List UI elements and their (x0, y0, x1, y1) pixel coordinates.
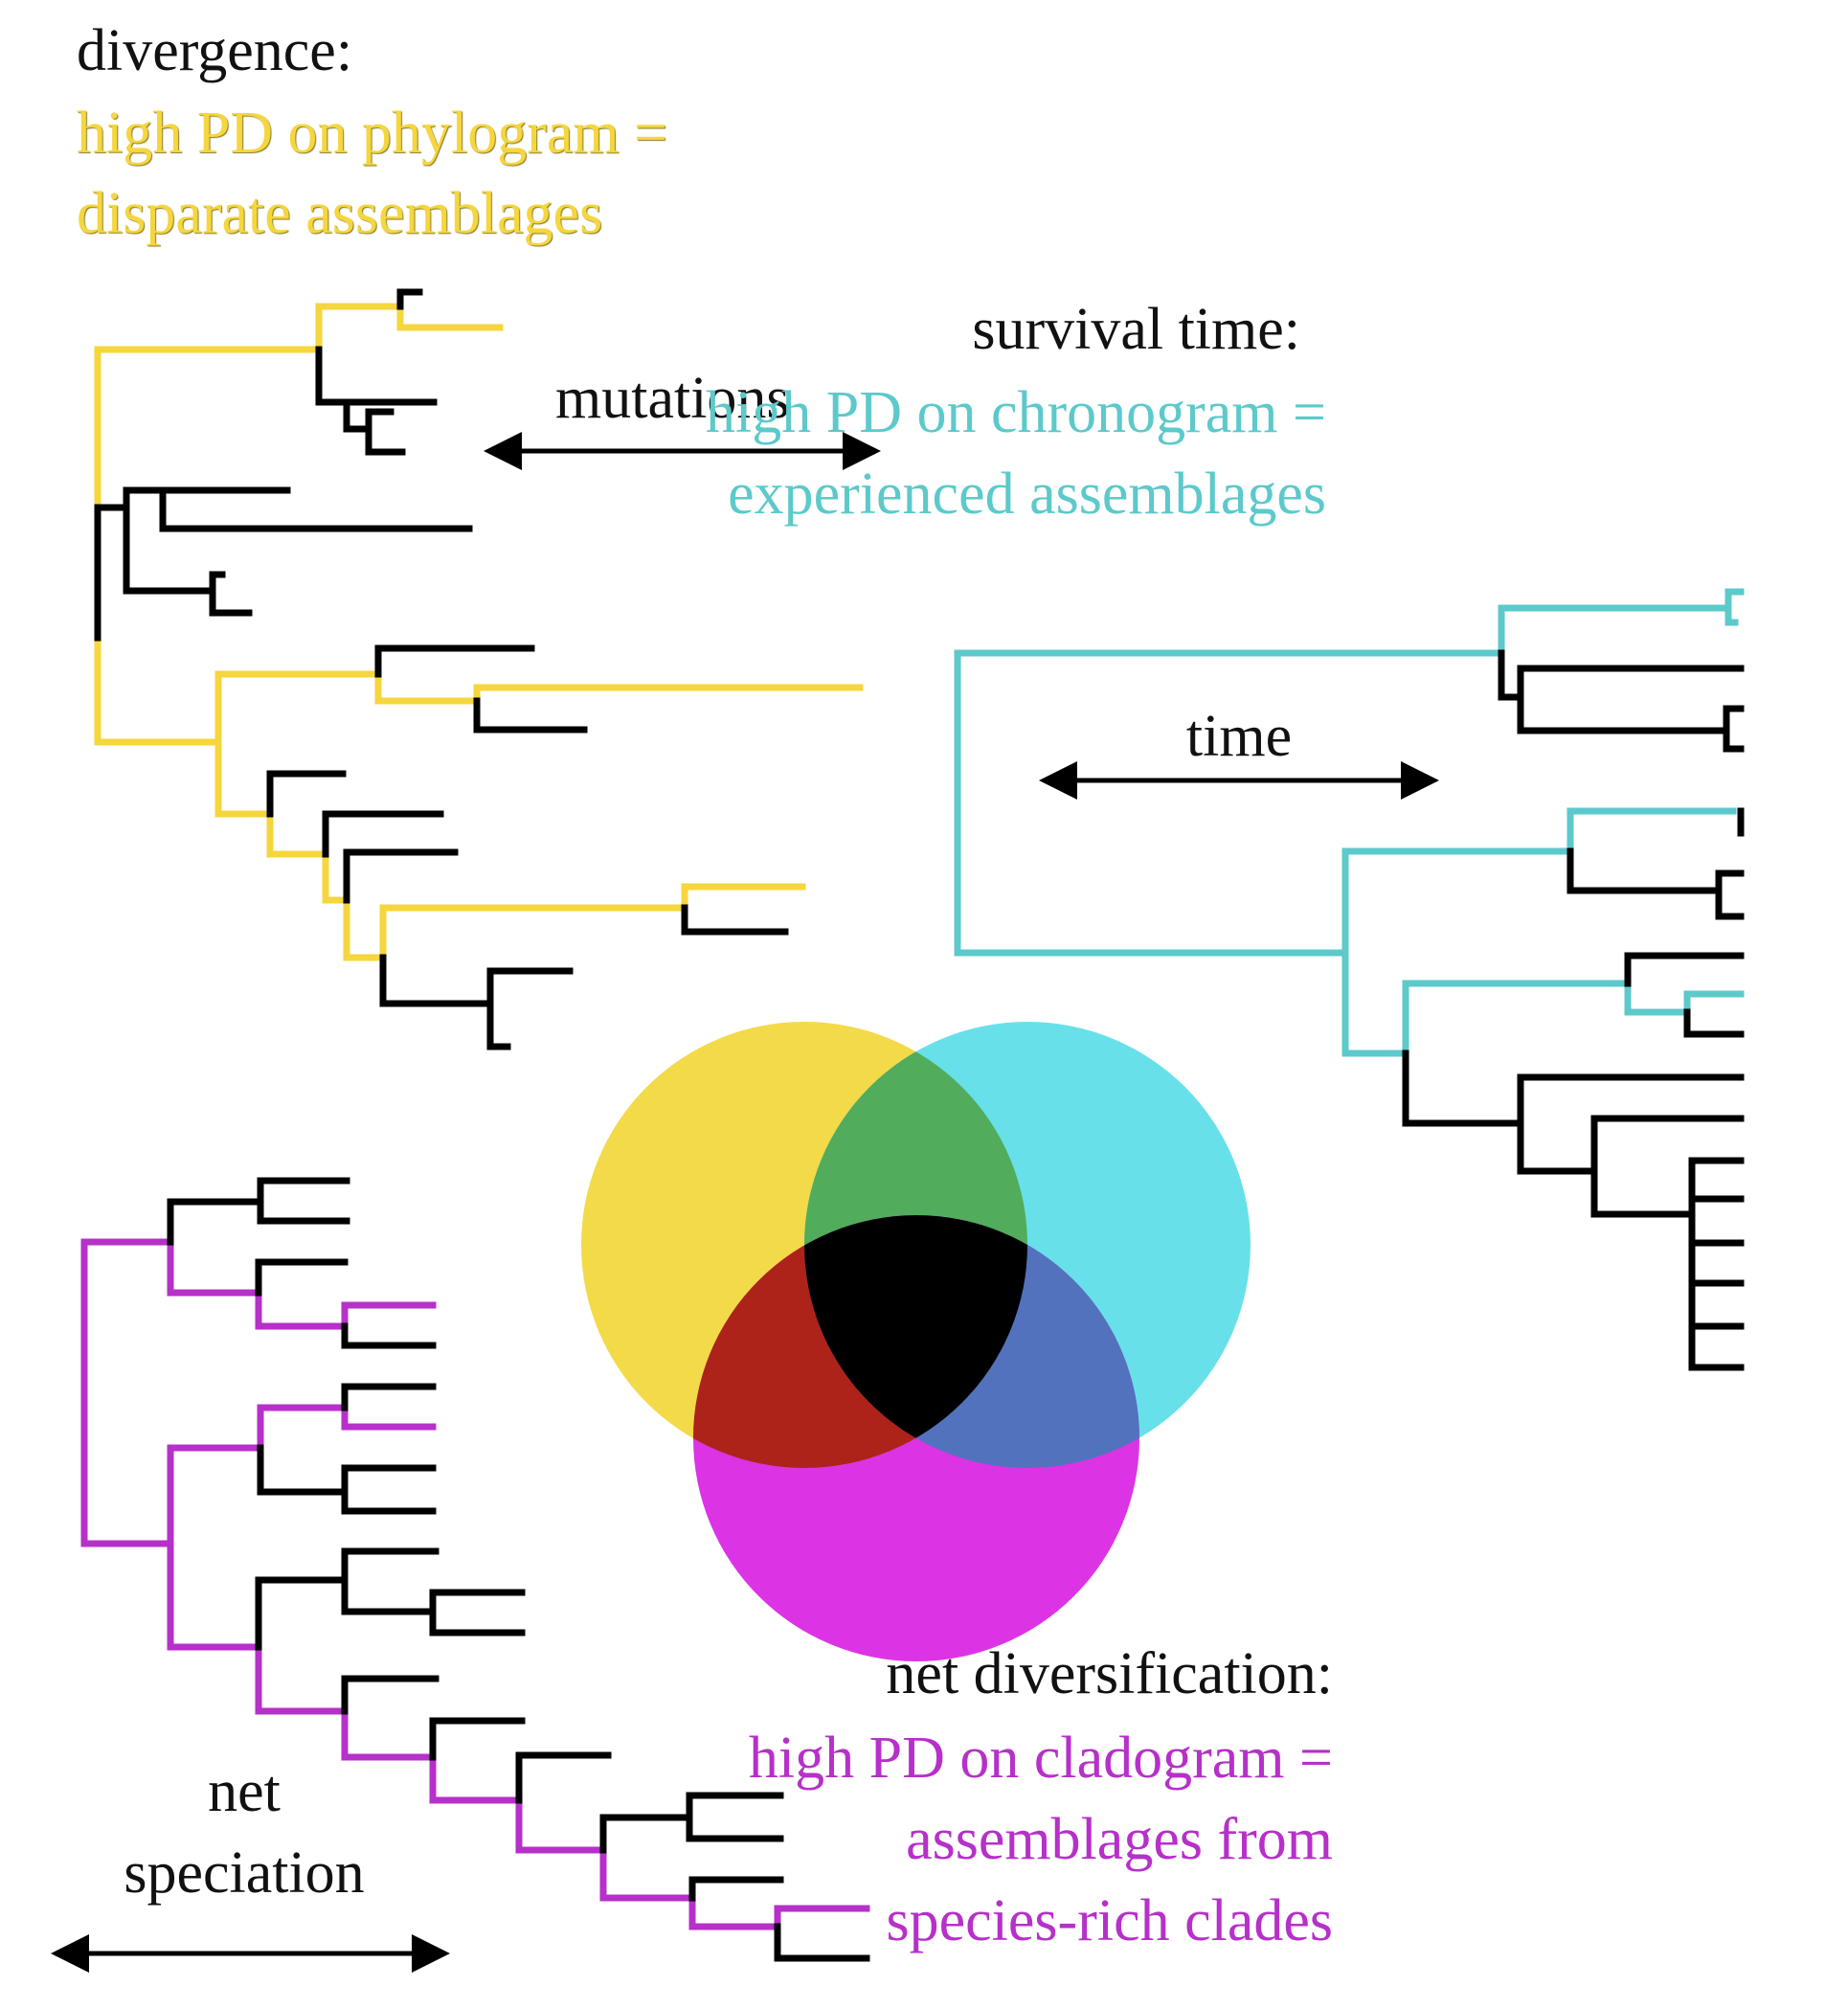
phylogram-tree (94, 288, 864, 1050)
survival-description-line2: experienced assemblages (728, 462, 1326, 527)
divergence-description-line2: disparate assemblages (77, 181, 603, 246)
diversification-title: net diversification: (886, 1641, 1333, 1706)
diversification-description-line2: assemblages from (906, 1807, 1333, 1872)
chronogram-highlight-branches (954, 588, 1745, 1057)
chronogram-black-branches (1402, 649, 1745, 1371)
net-speciation-axis-label-line1: net (208, 1759, 281, 1824)
diversification-description-line3: species-rich clades (886, 1888, 1333, 1953)
net-speciation-axis-label-line2: speciation (124, 1840, 365, 1906)
venn-diagram (581, 1022, 1251, 1661)
phylogram-black-branches (94, 288, 789, 1050)
chronogram-tree (954, 588, 1745, 1371)
mutations-axis-label: mutations (555, 366, 790, 431)
cladogram-black-branches (167, 1177, 870, 1962)
time-axis-label: time (1185, 704, 1293, 769)
diversification-description-line1: high PD on cladogram = (748, 1726, 1333, 1791)
divergence-description-line1: high PD on phylogram = (77, 101, 668, 166)
cladogram-tree (80, 1177, 870, 1962)
survival-description-line1: high PD on chronogram = (705, 380, 1326, 445)
survival-title: survival time: (972, 297, 1300, 362)
divergence-title: divergence: (77, 18, 353, 83)
